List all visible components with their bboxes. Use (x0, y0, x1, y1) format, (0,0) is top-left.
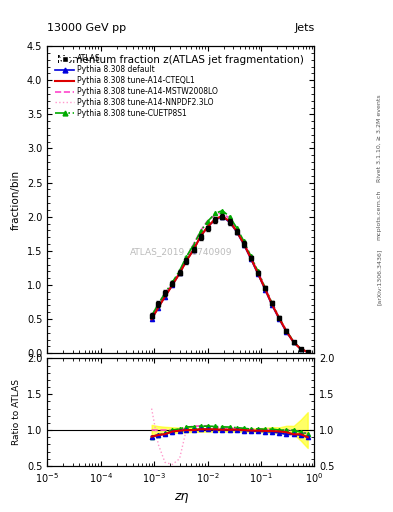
Y-axis label: fraction/bin: fraction/bin (11, 169, 21, 230)
Text: [arXiv:1306.3436]: [arXiv:1306.3436] (377, 248, 382, 305)
Text: mcplots.cern.ch: mcplots.cern.ch (377, 190, 382, 240)
Text: Rivet 3.1.10, ≥ 3.2M events: Rivet 3.1.10, ≥ 3.2M events (377, 94, 382, 182)
Text: 13000 GeV pp: 13000 GeV pp (47, 23, 126, 33)
Text: ATLAS_2019_I1740909: ATLAS_2019_I1740909 (130, 247, 232, 257)
Text: Momentum fraction z(ATLAS jet fragmentation): Momentum fraction z(ATLAS jet fragmentat… (57, 55, 304, 66)
Y-axis label: Ratio to ATLAS: Ratio to ATLAS (12, 379, 21, 445)
X-axis label: zη: zη (174, 490, 188, 503)
Legend: ATLAS, Pythia 8.308 default, Pythia 8.308 tune-A14-CTEQL1, Pythia 8.308 tune-A14: ATLAS, Pythia 8.308 default, Pythia 8.30… (54, 53, 220, 120)
Text: Jets: Jets (294, 23, 314, 33)
